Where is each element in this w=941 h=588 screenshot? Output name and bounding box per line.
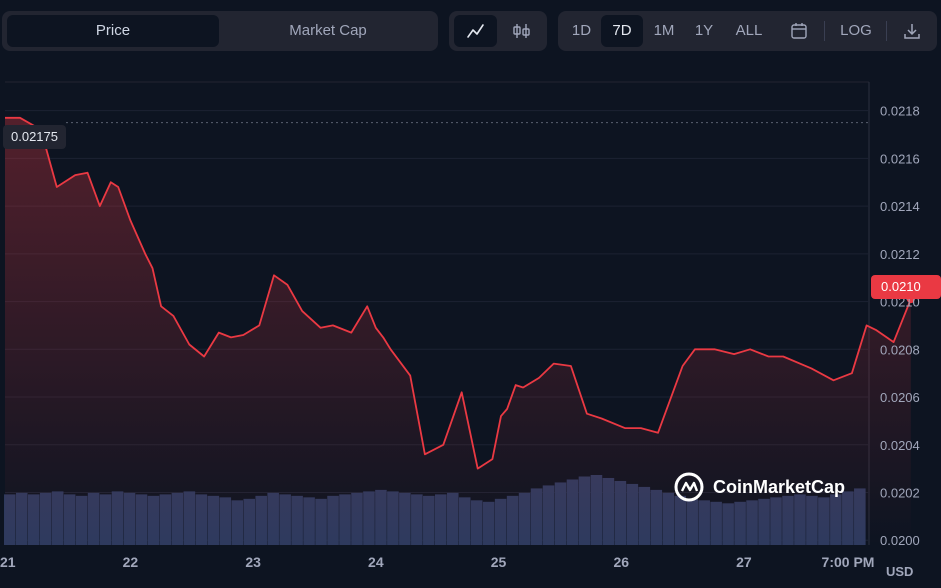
candlestick-icon	[513, 24, 530, 38]
x-tick-label: 25	[491, 554, 507, 570]
chart-type-toggle	[449, 11, 547, 51]
calendar-button[interactable]	[782, 15, 816, 47]
coinmarketcap-logo-icon	[674, 472, 704, 502]
y-tick-label: 0.0204	[880, 438, 920, 453]
price-area	[5, 117, 911, 546]
y-tick-label: 0.0212	[880, 247, 920, 262]
toolbar-divider	[886, 21, 887, 41]
toolbar: Price Market Cap 1D 7D 1M 1Y ALL	[0, 11, 941, 51]
y-tick-label: 0.0200	[880, 533, 920, 548]
x-tick-label: 21	[0, 554, 16, 570]
y-tick-label: 0.0214	[880, 199, 920, 214]
y-tick-label: 0.0202	[880, 485, 920, 500]
start-price-badge: 0.02175	[3, 125, 66, 149]
current-price-badge: 0.0210	[871, 275, 941, 299]
currency-label: USD	[886, 564, 914, 579]
calendar-icon	[791, 23, 807, 39]
market-cap-tab[interactable]: Market Cap	[289, 22, 367, 39]
x-tick-label: 27	[736, 554, 752, 570]
y-tick-label: 0.0218	[880, 104, 920, 119]
log-scale-button[interactable]: LOG	[840, 22, 872, 39]
y-tick-label: 0.0206	[880, 390, 920, 405]
x-tick-label: 26	[613, 554, 629, 570]
x-axis-labels: 21 22 23 24 25 26 27 7:00 PM	[0, 554, 874, 570]
x-tick-label: 23	[245, 554, 261, 570]
x-tick-label: 7:00 PM	[822, 554, 875, 570]
price-tab[interactable]: Price	[7, 15, 219, 47]
toolbar-divider	[824, 21, 825, 41]
range-toggle: 1D 7D 1M 1Y ALL LOG	[558, 11, 937, 51]
x-tick-label: 24	[368, 554, 384, 570]
line-chart-icon	[467, 24, 484, 38]
y-tick-label: 0.0208	[880, 342, 920, 357]
download-icon	[904, 24, 920, 39]
coinmarketcap-watermark: CoinMarketCap	[673, 471, 845, 503]
candlestick-button[interactable]	[500, 15, 543, 47]
range-1d-button[interactable]: 1D	[571, 22, 592, 39]
watermark-text: CoinMarketCap	[713, 476, 846, 497]
line-chart-button[interactable]	[454, 15, 497, 47]
x-tick-label: 22	[123, 554, 139, 570]
range-all-button[interactable]: ALL	[735, 22, 763, 39]
download-button[interactable]	[894, 15, 930, 47]
range-1m-button[interactable]: 1M	[653, 22, 675, 39]
metric-toggle: Price Market Cap	[2, 11, 438, 51]
y-tick-label: 0.0216	[880, 151, 920, 166]
price-line	[5, 116, 912, 470]
range-7d-button[interactable]: 7D	[601, 15, 643, 47]
range-1y-button[interactable]: 1Y	[694, 22, 714, 39]
